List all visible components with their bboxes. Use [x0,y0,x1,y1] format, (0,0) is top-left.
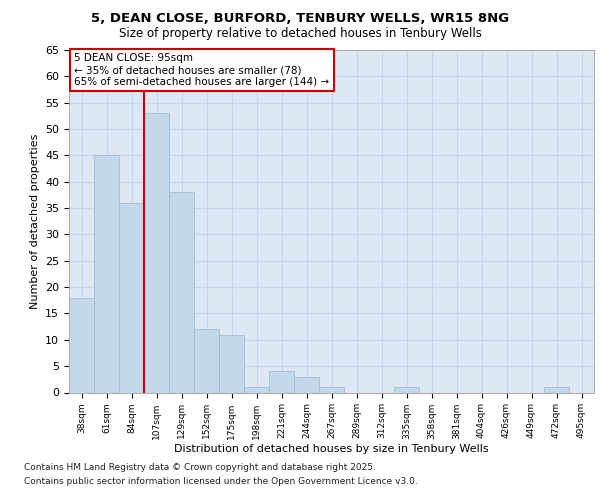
Bar [219,334,244,392]
Text: 5, DEAN CLOSE, BURFORD, TENBURY WELLS, WR15 8NG: 5, DEAN CLOSE, BURFORD, TENBURY WELLS, W… [91,12,509,26]
Text: 5 DEAN CLOSE: 95sqm
← 35% of detached houses are smaller (78)
65% of semi-detach: 5 DEAN CLOSE: 95sqm ← 35% of detached ho… [74,54,329,86]
Bar [194,330,219,392]
Text: Contains HM Land Registry data © Crown copyright and database right 2025.: Contains HM Land Registry data © Crown c… [24,462,376,471]
Bar [69,298,94,392]
Bar [319,387,344,392]
Bar [394,387,419,392]
Bar [119,203,144,392]
Bar [244,387,269,392]
X-axis label: Distribution of detached houses by size in Tenbury Wells: Distribution of detached houses by size … [174,444,489,454]
Bar [294,376,319,392]
Bar [94,156,119,392]
Text: Contains public sector information licensed under the Open Government Licence v3: Contains public sector information licen… [24,478,418,486]
Bar [169,192,194,392]
Bar [544,387,569,392]
Text: Size of property relative to detached houses in Tenbury Wells: Size of property relative to detached ho… [119,28,481,40]
Bar [144,113,169,392]
Bar [269,372,294,392]
Y-axis label: Number of detached properties: Number of detached properties [29,134,40,309]
